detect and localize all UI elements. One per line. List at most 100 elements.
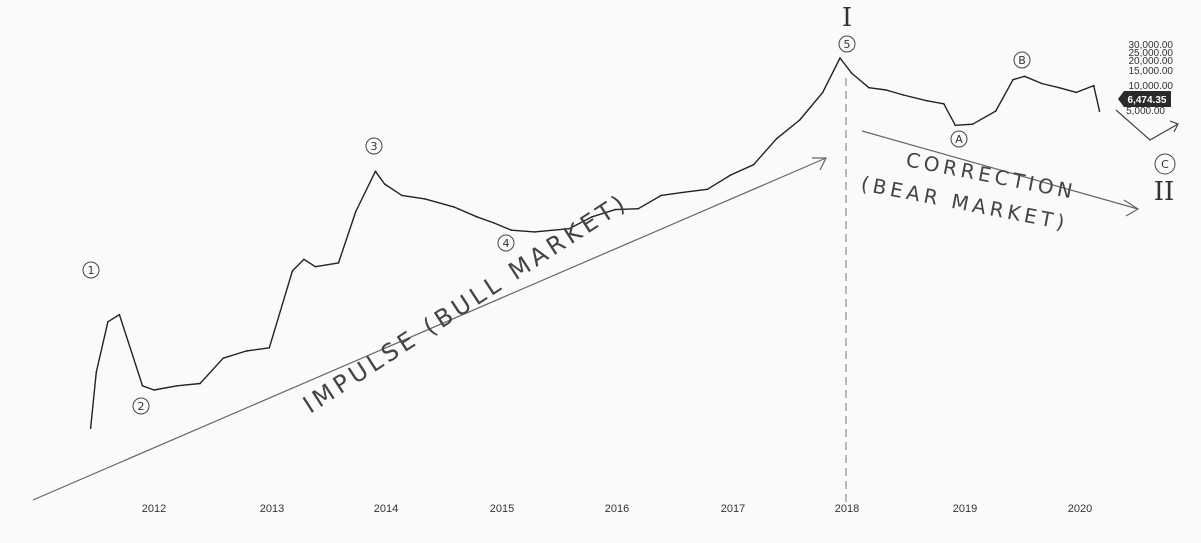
wave-1-text: 1 xyxy=(88,264,95,277)
price-point-42 xyxy=(925,99,928,102)
price-point-30 xyxy=(683,191,686,193)
price-line xyxy=(89,57,1101,429)
price-point-37 xyxy=(839,57,841,59)
x-tick-2018: 2018 xyxy=(835,503,859,515)
last-price-badge: 6,474.35 xyxy=(1118,91,1171,107)
correction-trend-arrow xyxy=(861,130,1139,210)
x-tick-2015: 2015 xyxy=(490,503,514,515)
price-tick-5000: 5,000.00 xyxy=(1126,106,1165,117)
price-point-45 xyxy=(971,123,974,125)
price-point-34 xyxy=(775,137,778,140)
degree-label-i: I xyxy=(842,3,852,33)
price-point-19 xyxy=(424,198,426,200)
price-point-22 xyxy=(493,222,495,224)
impulse-arrow-head xyxy=(812,157,827,171)
price-point-36 xyxy=(821,91,824,94)
price-point-51 xyxy=(1075,91,1078,94)
wave-a-text: A xyxy=(955,133,963,146)
price-point-9 xyxy=(245,350,247,352)
price-point-6 xyxy=(176,385,178,387)
x-tick-2017: 2017 xyxy=(721,503,745,515)
price-point-48 xyxy=(1023,75,1026,78)
wave-c-text: C xyxy=(1161,158,1169,171)
price-point-31 xyxy=(706,188,709,191)
price-point-33 xyxy=(752,163,755,166)
price-point-3 xyxy=(118,313,121,316)
wave-2-text: 2 xyxy=(138,400,145,413)
price-point-32 xyxy=(729,174,732,176)
x-tick-2012: 2012 xyxy=(142,503,166,515)
wave-1-label: 1 xyxy=(82,261,100,279)
x-axis: 2012 2013 2014 2015 2016 2017 2018 2019 … xyxy=(142,503,1092,515)
price-tick-30000: 30,000.00 xyxy=(1129,40,1174,51)
price-point-13 xyxy=(314,265,317,268)
price-point-26 xyxy=(591,216,593,218)
x-tick-2014: 2014 xyxy=(374,503,398,515)
wave-c-projection-arrow xyxy=(1115,109,1179,141)
price-point-41 xyxy=(902,94,905,96)
price-point-8 xyxy=(222,357,224,360)
degree-label-ii: II xyxy=(1154,177,1175,207)
price-tick-15000: 15,000.00 xyxy=(1129,66,1174,77)
wave-3-label: 3 xyxy=(365,137,383,155)
price-point-44 xyxy=(954,124,957,127)
price-point-28 xyxy=(637,207,640,210)
wave-2-label: 2 xyxy=(132,397,150,415)
price-point-40 xyxy=(885,89,887,91)
wave-b-text: B xyxy=(1018,54,1026,67)
x-tick-2013: 2013 xyxy=(260,503,284,515)
price-point-52 xyxy=(1092,84,1095,87)
price-point-46 xyxy=(994,110,997,112)
price-point-15 xyxy=(355,210,357,213)
price-point-2 xyxy=(107,321,109,323)
price-point-35 xyxy=(798,119,801,121)
x-tick-2019: 2019 xyxy=(953,503,977,515)
price-point-7 xyxy=(199,382,201,385)
wave-4-text: 4 xyxy=(503,237,510,250)
impulse-trend-arrow xyxy=(32,157,827,501)
price-point-38 xyxy=(850,72,853,74)
price-point-17 xyxy=(383,183,386,185)
wave-4-label: 4 xyxy=(497,234,515,252)
price-point-16 xyxy=(374,170,377,173)
price-points xyxy=(89,57,1101,430)
x-tick-2016: 2016 xyxy=(605,503,629,515)
price-point-4 xyxy=(141,385,144,387)
price-point-50 xyxy=(1058,86,1060,89)
wave-a-label: A xyxy=(950,130,968,148)
wave-5-label: 5 xyxy=(838,35,856,53)
price-point-49 xyxy=(1041,82,1043,85)
price-point-0 xyxy=(89,427,92,430)
price-point-20 xyxy=(453,206,455,208)
price-point-1 xyxy=(95,371,98,373)
price-point-14 xyxy=(337,262,340,264)
price-point-11 xyxy=(291,270,294,272)
wave-c-label: C xyxy=(1154,153,1176,175)
price-point-24 xyxy=(533,231,536,233)
price-point-10 xyxy=(268,347,271,349)
wave-3-text: 3 xyxy=(371,140,378,153)
last-price-text: 6,474.35 xyxy=(1128,95,1167,106)
wave-c-arrow-head xyxy=(1169,120,1179,133)
wave-b-label: B xyxy=(1013,51,1031,69)
price-point-12 xyxy=(303,258,305,261)
correction-arrow-head xyxy=(1123,199,1140,217)
price-point-5 xyxy=(153,389,155,391)
price-point-18 xyxy=(401,194,403,197)
price-point-47 xyxy=(1012,78,1014,81)
x-tick-2020: 2020 xyxy=(1068,503,1092,515)
impulse-annotation: IMPULSE (BULL MARKET) xyxy=(298,188,633,419)
wave-5-text: 5 xyxy=(844,38,851,51)
price-tick-10000: 10,000.00 xyxy=(1129,81,1174,92)
price-point-29 xyxy=(660,194,663,197)
price-point-25 xyxy=(568,227,570,230)
price-point-21 xyxy=(476,216,478,218)
price-point-53 xyxy=(1098,110,1101,112)
price-point-27 xyxy=(614,208,616,211)
price-tick-20000: 20,000.00 xyxy=(1129,56,1174,67)
price-point-43 xyxy=(943,103,945,105)
price-point-39 xyxy=(868,86,870,89)
price-tick-25000: 25,000.00 xyxy=(1129,48,1174,59)
